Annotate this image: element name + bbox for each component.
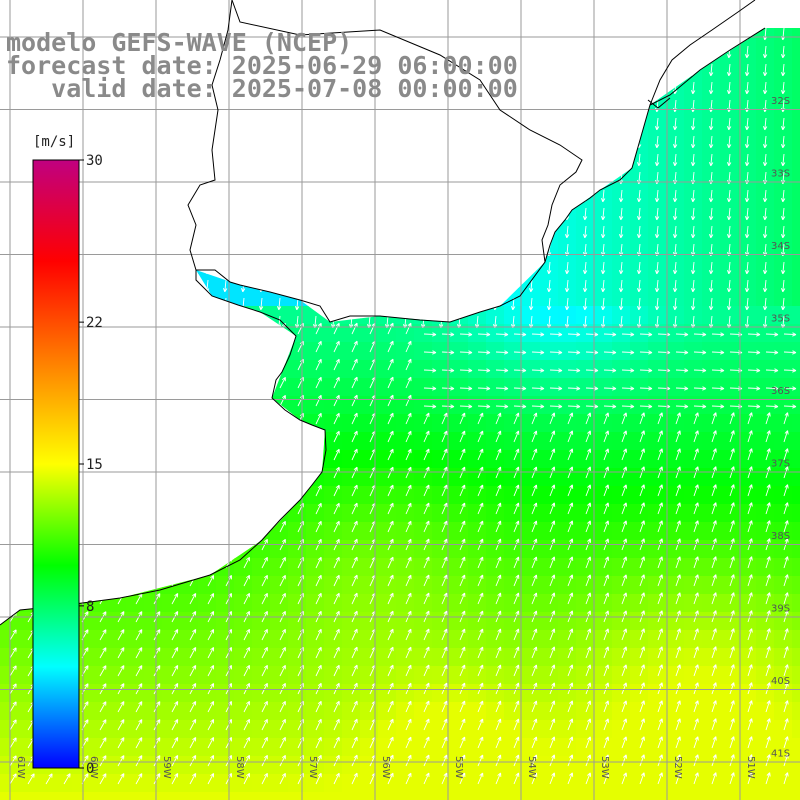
longitude-label: 54W [526,756,537,779]
inland-boundary [187,0,233,271]
coastline [0,27,766,626]
latitude-label: 33S [771,169,790,180]
longitude-label: 58W [234,756,245,779]
lagoon-outline [647,0,756,109]
longitude-label: 53W [599,756,610,779]
latitude-label: 40S [771,676,790,687]
latitude-label: 32S [771,96,790,107]
latitude-label: 34S [771,241,790,252]
longitude-labels: 61W 60W 59W 58W 57W 56W 55W 54W 53W 52W 51W [15,756,756,779]
valid-date: valid date: 2025-07-08 00:00:00 [6,74,518,103]
inland-boundary-east [231,0,583,263]
colorbar-tick-label: 0 [86,761,94,777]
latitude-label: 36S [771,386,790,397]
latitude-label: 37S [771,459,790,470]
colorbar-unit: [m/s] [33,134,75,150]
longitude-label: 59W [161,756,172,779]
longitude-label: 60W [88,756,99,779]
longitude-label: 57W [307,756,318,779]
colorbar-ramp [32,159,80,769]
model-title: modelo GEFS-WAVE (NCEP) [6,28,353,57]
longitude-label: 51W [745,756,756,779]
latitude-labels: 32S 33S 34S 35S 36S 37S 38S 39S 40S 41S [771,96,790,760]
colorbar-tick-label: 30 [86,153,103,169]
latitude-label: 38S [771,531,790,542]
longitude-label: 52W [672,756,683,779]
colorbar-tick-label: 8 [86,599,94,615]
latitude-label: 41S [771,749,790,760]
latitude-label: 35S [771,314,790,325]
colorbar-tick-label: 15 [86,457,103,473]
longitude-label: 56W [380,756,391,779]
latitude-label: 39S [771,604,790,615]
colorbar-ticks: 30 22 15 8 0 [79,153,103,777]
longitude-label: 61W [15,756,26,779]
forecast-date: forecast date: 2025-06-29 06:00:00 [6,51,518,80]
longitude-label: 55W [453,756,464,779]
colorbar: [m/s] 30 22 15 8 0 [32,134,103,777]
colorbar-tick-label: 22 [86,315,103,331]
